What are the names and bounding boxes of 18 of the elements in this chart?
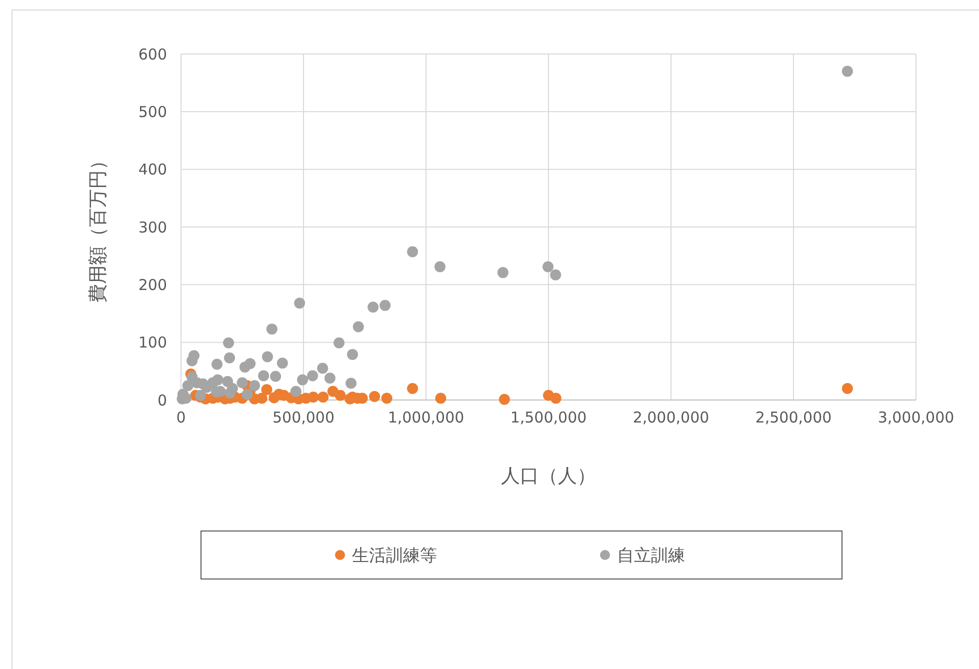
y-tick-label: 200 <box>138 276 167 294</box>
y-axis-title: 費用額（百万円） <box>87 151 109 303</box>
y-tick-label: 100 <box>138 334 167 352</box>
x-tick-label: 2,000,000 <box>632 408 710 427</box>
legend-label: 生活訓練等 <box>352 546 437 566</box>
y-tick-label: 0 <box>157 391 167 410</box>
y-tick-label: 300 <box>138 218 167 236</box>
x-tick-label: 1,000,000 <box>388 408 464 427</box>
x-tick-label: 0 <box>176 408 186 427</box>
x-axis-title: 人口（人） <box>501 465 596 487</box>
x-tick-label: 1,500,000 <box>510 408 587 427</box>
x-tick-label: 3,000,000 <box>878 408 954 427</box>
y-tick-label: 600 <box>138 45 167 64</box>
y-tick-label: 500 <box>138 102 167 121</box>
x-tick-label: 2,500,000 <box>755 408 832 427</box>
y-tick-label: 400 <box>138 160 167 179</box>
legend-label: 自立訓練 <box>617 546 685 566</box>
x-tick-label: 500,000 <box>272 408 335 427</box>
